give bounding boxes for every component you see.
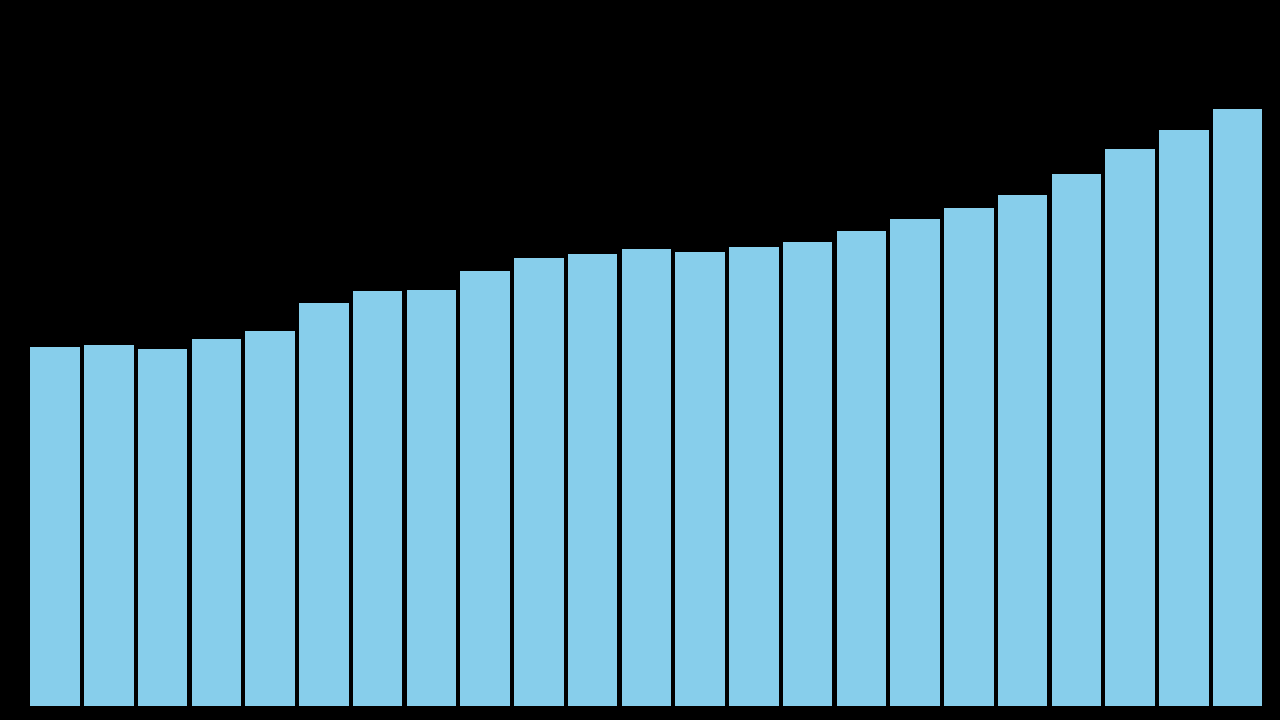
Bar xyxy=(300,303,348,706)
Bar xyxy=(676,252,724,706)
Bar xyxy=(138,348,187,706)
Bar xyxy=(783,242,832,706)
Bar xyxy=(837,230,886,706)
Bar xyxy=(192,338,241,706)
Bar xyxy=(1213,109,1262,706)
Bar xyxy=(891,220,940,706)
Bar xyxy=(461,271,509,706)
Bar xyxy=(1106,149,1155,706)
Bar xyxy=(730,247,778,706)
Bar xyxy=(84,345,133,706)
Bar xyxy=(568,254,617,706)
Bar xyxy=(945,208,993,706)
Bar xyxy=(1052,174,1101,706)
Bar xyxy=(1160,130,1208,706)
Bar xyxy=(407,289,456,706)
Bar xyxy=(31,348,79,706)
Bar xyxy=(515,258,563,706)
Bar xyxy=(353,291,402,706)
Bar xyxy=(622,249,671,706)
Bar xyxy=(998,195,1047,706)
Bar xyxy=(246,331,294,706)
